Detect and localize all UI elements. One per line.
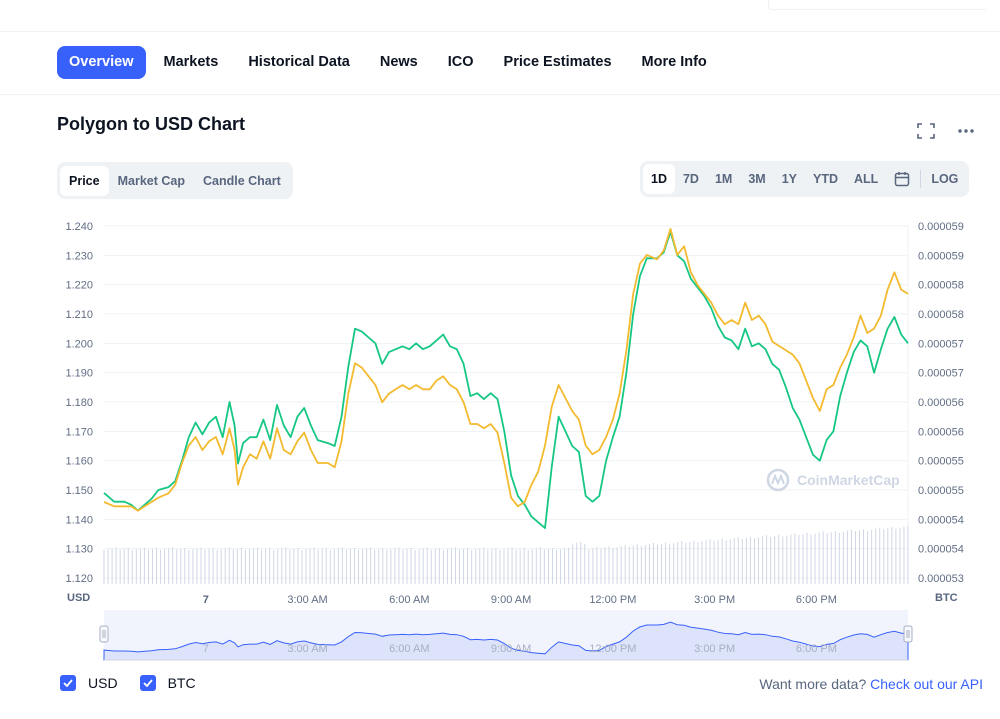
range-ytd[interactable]: YTD xyxy=(813,172,839,186)
y-right-tick: 0.000056 xyxy=(918,426,964,438)
y-left-tick: 1.120 xyxy=(65,573,93,585)
range-switcher: 1D 7D 1M 3M 1Y YTD ALL LOG xyxy=(640,161,970,197)
navigator-tick-label: 3:00 PM xyxy=(694,643,735,655)
legend-btc[interactable]: BTC xyxy=(139,675,196,691)
y-left-tick: 1.200 xyxy=(65,338,93,350)
x-tick-label: 12:00 PM xyxy=(589,594,636,606)
top-bar-divider xyxy=(768,0,986,10)
x-tick-label: 7 xyxy=(203,594,209,606)
x-tick-label: 6:00 PM xyxy=(796,594,837,606)
navigator-series-area xyxy=(103,621,909,661)
y-left-tick: 1.240 xyxy=(65,221,93,233)
log-scale-toggle[interactable]: LOG xyxy=(931,172,959,186)
range-all[interactable]: ALL xyxy=(854,172,879,186)
y-left-tick: 1.170 xyxy=(65,426,93,438)
chart-title: Polygon to USD Chart xyxy=(57,114,245,134)
y-right-tick: 0.000055 xyxy=(918,456,964,468)
y-left-tick: 1.160 xyxy=(65,456,93,468)
legend-usd[interactable]: USD xyxy=(60,675,118,691)
tab-news[interactable]: News xyxy=(379,54,418,70)
navigator-tick-label: 6:00 PM xyxy=(796,643,837,655)
y-left-tick: 1.220 xyxy=(65,280,93,292)
tab-markets[interactable]: Markets xyxy=(163,54,219,70)
nav-divider xyxy=(0,94,1000,95)
calendar-icon[interactable] xyxy=(886,164,918,194)
y-right-tick: 0.000057 xyxy=(918,338,964,350)
top-bar xyxy=(0,0,1000,32)
navigator-handle-right[interactable] xyxy=(903,625,913,643)
y-left-tick: 1.190 xyxy=(65,368,93,380)
range-divider xyxy=(920,170,922,188)
navigator-tick-label: 12:00 PM xyxy=(589,643,636,655)
api-promo: Want more data? Check out our API xyxy=(759,676,983,692)
chart-type-price[interactable]: Price xyxy=(60,165,109,196)
tab-ico[interactable]: ICO xyxy=(447,54,474,70)
x-tick-label: 3:00 AM xyxy=(287,594,327,606)
chart-type-switcher: Price Market Cap Candle Chart xyxy=(57,162,293,199)
navigator-tick-label: 6:00 AM xyxy=(389,643,429,655)
range-7d[interactable]: 7D xyxy=(682,172,699,186)
y-right-tick: 0.000058 xyxy=(918,280,964,292)
tab-historical-data[interactable]: Historical Data xyxy=(248,54,350,70)
y-right-tick: 0.000054 xyxy=(918,514,964,526)
api-link[interactable]: Check out our API xyxy=(870,676,983,692)
more-horizontal-icon[interactable] xyxy=(956,122,976,140)
tab-overview[interactable]: Overview xyxy=(57,46,146,79)
legend-usd-label: USD xyxy=(88,675,118,691)
price-chart[interactable]: 1.240 1.230 1.220 1.210 1.200 1.190 1.180 1.170… xyxy=(0,200,1000,670)
navigator-tick-label: 3:00 AM xyxy=(287,643,327,655)
legend-btc-label: BTC xyxy=(167,675,196,691)
y-left-tick: 1.130 xyxy=(65,544,93,556)
navigator-handle-left[interactable] xyxy=(99,625,109,643)
check-icon[interactable] xyxy=(139,675,156,691)
y-right-tick: 0.000053 xyxy=(918,573,964,585)
api-prompt: Want more data? xyxy=(759,676,867,692)
y-right-tick: 0.000056 xyxy=(918,397,964,409)
y-left-tick: 1.230 xyxy=(65,250,93,262)
range-1m[interactable]: 1M xyxy=(714,172,733,186)
range-3m[interactable]: 3M xyxy=(748,172,766,186)
y-right-tick: 0.000058 xyxy=(918,309,964,321)
chart-type-market-cap[interactable]: Market Cap xyxy=(117,173,185,188)
series-legend: USD BTC xyxy=(60,675,218,691)
y-left-tick: 1.140 xyxy=(65,514,93,526)
x-tick-label: 9:00 AM xyxy=(491,594,531,606)
x-tick-label: 6:00 AM xyxy=(389,594,429,606)
coinmarketcap-logo-icon xyxy=(766,468,790,492)
range-1d[interactable]: 1D xyxy=(643,164,675,194)
y-right-tick: 0.000059 xyxy=(918,250,964,262)
fullscreen-icon[interactable] xyxy=(917,123,935,139)
y-left-tick: 1.180 xyxy=(65,397,93,409)
series-line-btc[interactable] xyxy=(103,227,909,512)
navigator-tick-label: 9:00 AM xyxy=(491,643,531,655)
section-tabs: Overview Markets Historical Data News IC… xyxy=(57,46,725,79)
y-left-tick: 1.210 xyxy=(65,309,93,321)
chart-type-candle[interactable]: Candle Chart xyxy=(202,173,281,188)
y-right-axis-label: BTC xyxy=(935,592,958,604)
tab-more-info[interactable]: More Info xyxy=(641,54,707,70)
y-right-tick: 0.000055 xyxy=(918,485,964,497)
check-icon[interactable] xyxy=(60,675,76,691)
navigator-tick-label: 7 xyxy=(203,643,209,655)
watermark-text: CoinMarketCap xyxy=(797,472,900,488)
y-right-tick: 0.000059 xyxy=(918,221,964,233)
range-1y[interactable]: 1Y xyxy=(781,172,798,186)
y-right-tick: 0.000054 xyxy=(918,544,964,556)
y-left-tick: 1.150 xyxy=(65,485,93,497)
tab-price-estimates[interactable]: Price Estimates xyxy=(503,54,612,70)
series-line-usd[interactable] xyxy=(103,230,909,530)
x-tick-label: 3:00 PM xyxy=(694,594,735,606)
y-left-axis-label: USD xyxy=(67,592,90,604)
y-right-tick: 0.000057 xyxy=(918,368,964,380)
watermark: CoinMarketCap xyxy=(766,468,900,492)
